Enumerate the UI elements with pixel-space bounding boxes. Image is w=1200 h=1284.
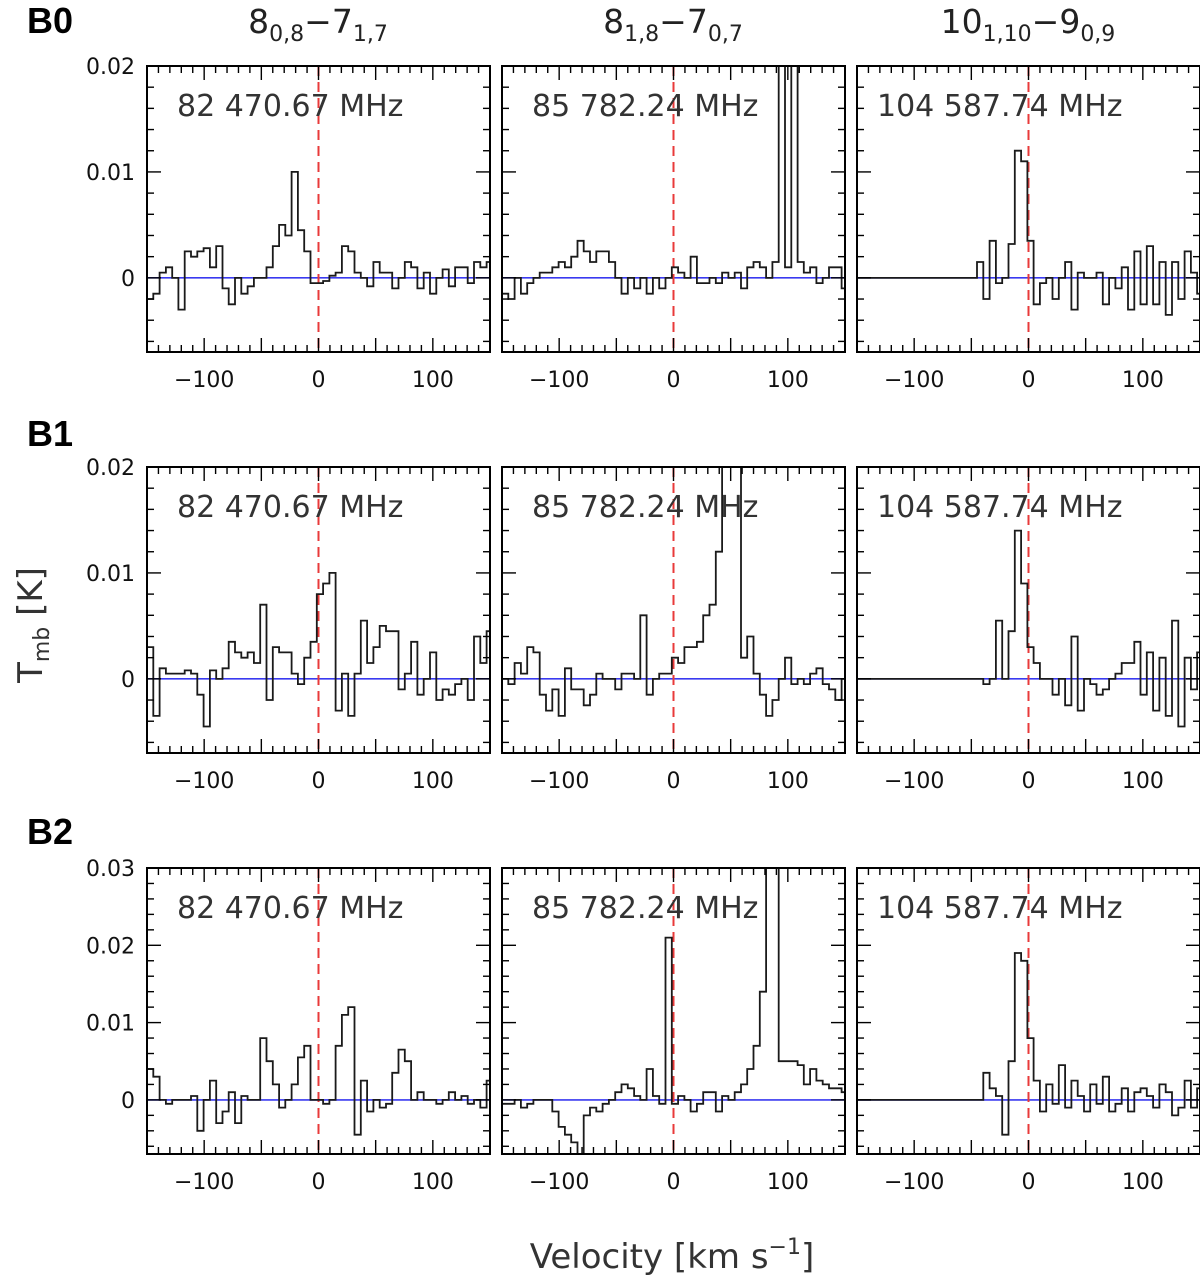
spectrum-histogram (857, 952, 1200, 1136)
y-tick-label: 0.02 (86, 55, 135, 80)
x-tick-label: 100 (1122, 1170, 1164, 1195)
row-label-b1: B1 (27, 413, 73, 454)
y-tick-label: 0 (121, 1089, 135, 1114)
y-tick-label: 0.01 (86, 161, 135, 186)
y-axis-label: Tmb [K] (11, 567, 55, 684)
x-tick-label: −100 (884, 1170, 944, 1195)
panel-b1-col2: −100 0 100 85 782.24 MHz (501, 466, 846, 794)
x-tick-label: 0 (1022, 368, 1036, 393)
column-title-1: 80,8−71,7 (248, 2, 388, 47)
x-axis-label: Velocity [km s−1] (530, 1235, 814, 1277)
x-tick-label: −100 (174, 368, 234, 393)
x-tick-label: 0 (312, 368, 326, 393)
y-tick-label: 0 (121, 267, 135, 292)
panel-b0-col3: −100 0 100 104 587.74 MHz (856, 65, 1200, 393)
frequency-label: 104 587.74 MHz (877, 891, 1123, 926)
x-tick-label: 0 (1022, 769, 1036, 794)
x-tick-label: 0 (1022, 1170, 1036, 1195)
y-tick-label: 0 (121, 668, 135, 693)
x-tick-label: 100 (412, 1170, 454, 1195)
x-tick-label: 100 (1122, 368, 1164, 393)
frequency-label: 104 587.74 MHz (877, 89, 1123, 124)
x-tick-label: 0 (667, 368, 681, 393)
frequency-label: 85 782.24 MHz (532, 89, 758, 124)
panel-b2-col3: −100 0 100 104 587.74 MHz (856, 867, 1200, 1195)
spectrum-panels: −100 0 100 0 0.01 0.02 82 470.67 MHz −100 0 100 85… (86, 55, 1200, 1195)
y-tick-label: 0.01 (86, 1012, 135, 1037)
frequency-label: 82 470.67 MHz (177, 89, 403, 124)
panel-b2-col2: −100 0 100 85 782.24 MHz (501, 867, 846, 1195)
x-tick-label: 0 (312, 1170, 326, 1195)
frequency-label: 82 470.67 MHz (177, 891, 403, 926)
panel-b2-col1: −100 0 100 0 0.01 0.02 0.03 82 470.67 MHz (86, 857, 491, 1195)
frequency-label: 85 782.24 MHz (532, 490, 758, 525)
panel-b1-col3: −100 0 100 104 587.74 MHz (856, 466, 1200, 794)
spectrum-histogram (147, 572, 490, 728)
x-tick-label: 0 (667, 769, 681, 794)
panel-b0-col1: −100 0 100 0 0.01 0.02 82 470.67 MHz (86, 55, 491, 393)
spectrum-histogram (857, 149, 1200, 316)
x-tick-label: 0 (312, 769, 326, 794)
y-tick-label: 0.02 (86, 934, 135, 959)
frequency-label: 82 470.67 MHz (177, 490, 403, 525)
row-label-b2: B2 (27, 811, 73, 852)
y-tick-label: 0.03 (86, 857, 135, 882)
x-tick-label: −100 (884, 769, 944, 794)
panel-b1-col1: −100 0 100 0 0.01 0.02 82 470.67 MHz (86, 456, 491, 794)
column-title-2: 81,8−70,7 (603, 2, 743, 47)
panel-b0-col2: −100 0 100 85 782.24 MHz (501, 65, 846, 393)
spectrum-histogram (502, 467, 845, 717)
x-tick-label: −100 (529, 769, 589, 794)
x-tick-label: −100 (174, 769, 234, 794)
frequency-label: 104 587.74 MHz (877, 490, 1123, 525)
spectrum-histogram (502, 66, 845, 300)
x-tick-label: 100 (1122, 769, 1164, 794)
x-tick-label: 100 (412, 368, 454, 393)
x-tick-label: −100 (174, 1170, 234, 1195)
x-tick-label: 100 (767, 1170, 809, 1195)
spectrum-histogram (147, 171, 490, 311)
frequency-label: 85 782.24 MHz (532, 891, 758, 926)
y-tick-label: 0.01 (86, 562, 135, 587)
spectrum-histogram (147, 1006, 490, 1136)
x-tick-label: 100 (767, 769, 809, 794)
column-title-3: 101,10−90,9 (941, 2, 1116, 47)
x-tick-label: 100 (412, 769, 454, 794)
spectrum-histogram (502, 868, 845, 1154)
y-tick-label: 0.02 (86, 456, 135, 481)
spectrum-histogram (857, 529, 1200, 728)
x-tick-label: −100 (529, 368, 589, 393)
row-label-b0: B0 (27, 0, 73, 41)
x-tick-label: 0 (667, 1170, 681, 1195)
x-tick-label: −100 (884, 368, 944, 393)
x-tick-label: 100 (767, 368, 809, 393)
x-tick-label: −100 (529, 1170, 589, 1195)
